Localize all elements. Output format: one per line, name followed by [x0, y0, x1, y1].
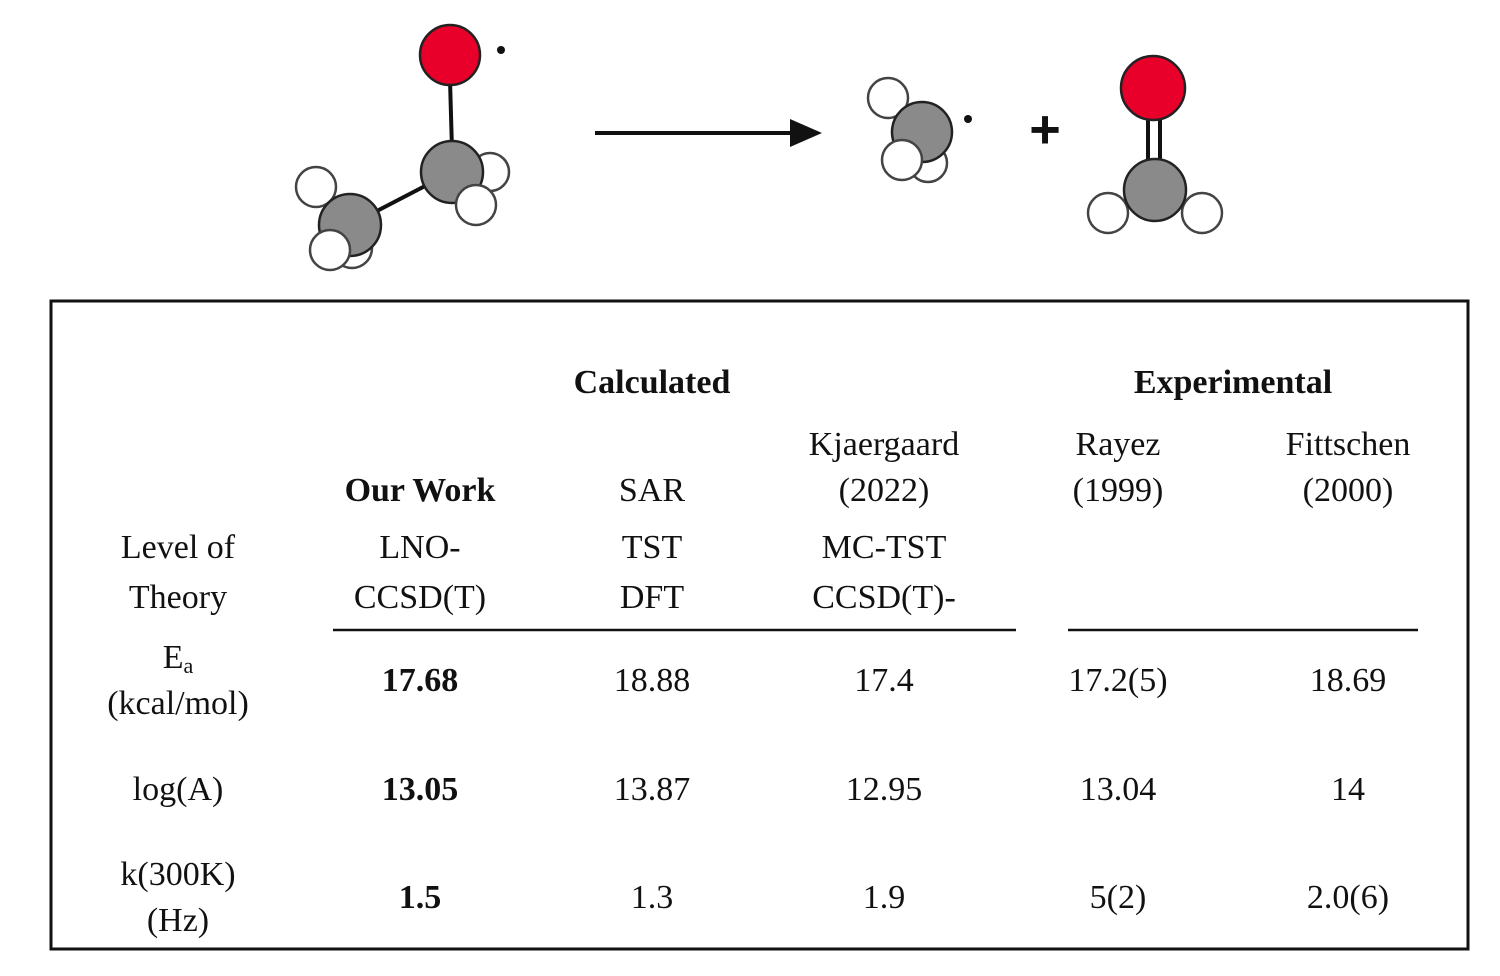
row-label-subscript: a	[184, 653, 194, 678]
group-header: Experimental	[1134, 364, 1332, 401]
cell: 14	[1331, 771, 1365, 808]
column-author: (2022)	[839, 472, 930, 509]
column-author: Fittschen	[1286, 426, 1411, 463]
column-author: (1999)	[1073, 472, 1164, 509]
group-header: Calculated	[574, 364, 731, 401]
row-label: k(300K)	[120, 856, 235, 893]
row-label-text: E	[163, 639, 184, 676]
column-method: TST	[622, 529, 683, 566]
column-author: Kjaergaard	[809, 426, 959, 463]
cell: 12.95	[846, 771, 923, 808]
column-method: LNO-	[379, 529, 460, 566]
row-unit: (kcal/mol)	[107, 685, 249, 722]
reaction-diagram: +	[294, 23, 1224, 272]
cell: 1.3	[631, 879, 674, 916]
cell: 1.9	[863, 879, 906, 916]
row-header: Theory	[129, 579, 227, 616]
cell: 5(2)	[1090, 879, 1147, 916]
cell: 2.0(6)	[1307, 879, 1389, 916]
cell: 18.69	[1310, 662, 1387, 699]
column-method: DFT	[620, 579, 684, 616]
column-method: MC-TST	[822, 529, 947, 566]
cell: 17.68	[382, 662, 459, 699]
plus-sign: +	[1029, 99, 1061, 159]
row-unit: (Hz)	[147, 902, 209, 939]
table-border	[49, 299, 1470, 951]
cell: 17.4	[854, 662, 914, 699]
cell: 17.2(5)	[1068, 662, 1167, 699]
column-method: CCSD(T)	[354, 579, 486, 616]
cell: 13.04	[1080, 771, 1157, 808]
cell: 1.5	[399, 879, 442, 916]
cell: 18.88	[614, 662, 691, 699]
column-author: (2000)	[1303, 472, 1394, 509]
row-header: Level of	[121, 529, 236, 566]
column-author: Our Work	[345, 472, 496, 509]
column-method: CCSD(T)-	[812, 579, 956, 616]
column-author: SAR	[619, 472, 685, 509]
cell: 13.87	[614, 771, 691, 808]
column-author: Rayez	[1076, 426, 1161, 463]
row-label: Ea	[163, 639, 194, 678]
row-label-text: k(300K)	[120, 856, 235, 893]
cell: 13.05	[382, 771, 459, 808]
row-label: log(A)	[133, 771, 224, 808]
row-label-text: log(A)	[133, 771, 224, 808]
